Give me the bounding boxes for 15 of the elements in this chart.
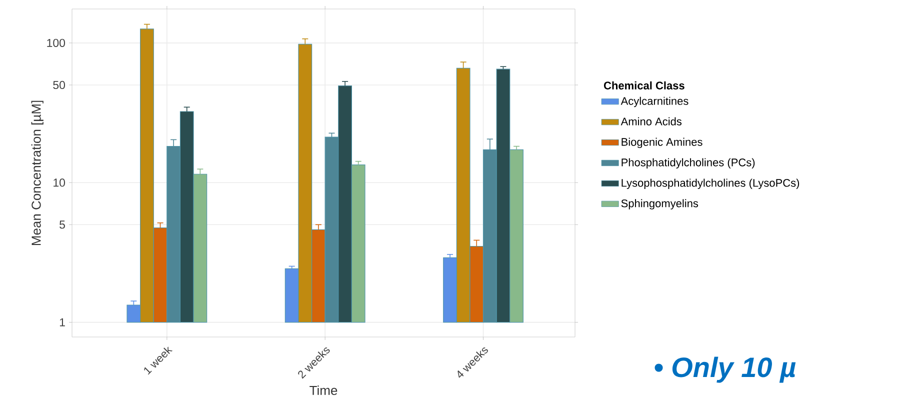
y-tick-label: 10 xyxy=(54,178,66,187)
y-tick-label: 5 xyxy=(60,220,65,229)
legend-label: Acylcarnitines xyxy=(620,96,688,108)
legend-label: Biogenic Amines xyxy=(622,138,702,148)
x-axis-title: Time xyxy=(310,385,338,396)
text: • Only 10 µ xyxy=(654,356,796,383)
legend-label: Sphingomyelins xyxy=(621,199,698,210)
legend-title: Chemical Class xyxy=(604,81,684,90)
y-tick-label: 50 xyxy=(53,80,66,90)
legend-label: Amino Acids xyxy=(620,117,682,126)
y-axis-title: Mean Concentration [µM] xyxy=(31,100,44,246)
legend-label: Lysophosphatidylcholines (LysoPCs) xyxy=(622,178,800,189)
legend-label: Phosphatidylcholines (PCs) xyxy=(622,158,755,168)
y-tick-label: 100 xyxy=(47,38,66,47)
y-tick-label: 1 xyxy=(60,318,65,326)
